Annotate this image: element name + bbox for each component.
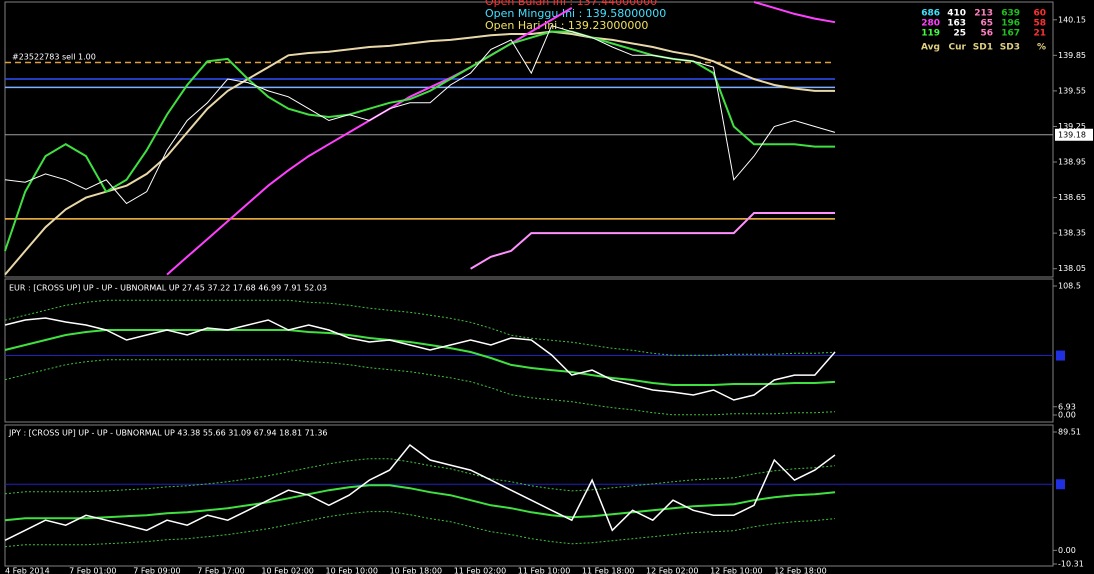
stat-value: 213 <box>974 9 993 19</box>
stat-value: 119 <box>921 29 940 39</box>
series-line <box>470 212 835 270</box>
series-line <box>753 1 836 24</box>
indicator-label: JPY : [CROSS UP] UP - UP - UBNORMAL UP 4… <box>8 429 328 438</box>
y-tick-label: 138.65 <box>1058 193 1086 202</box>
series-line <box>4 458 836 495</box>
y-tick-label: 140.15 <box>1058 15 1086 24</box>
indicator-label: EUR : [CROSS UP] UP - UP - UBNORMAL UP 2… <box>9 284 327 293</box>
current-price-box <box>1055 128 1093 141</box>
y-tick-label: 139.85 <box>1058 51 1086 60</box>
stat-header: Avg <box>921 43 940 53</box>
y-tick-label: 138.35 <box>1058 229 1086 238</box>
stat-value: 167 <box>1001 29 1020 39</box>
price-panel-frame <box>4 1 1054 278</box>
y-tick-label: 0.00 <box>1058 546 1076 555</box>
stat-header: SD1 <box>973 43 993 53</box>
stat-value: 163 <box>947 19 966 29</box>
stat-value: 65 <box>980 19 993 29</box>
series-line <box>4 443 836 541</box>
y-tick-label: 89.51 <box>1058 428 1081 437</box>
stat-value: 196 <box>1001 19 1020 29</box>
y-tick-label: 0.00 <box>1058 411 1076 420</box>
eur-panel-frame <box>4 278 1054 423</box>
series-line <box>4 299 836 356</box>
stat-value: 410 <box>947 9 966 19</box>
series-line <box>4 511 836 548</box>
x-tick-label: 4 Feb 2014 <box>5 567 50 574</box>
stat-header: SD3 <box>1000 43 1020 53</box>
stat-header: % <box>1037 43 1046 53</box>
y-tick-label: 138.95 <box>1058 158 1086 167</box>
stat-header: Cur <box>949 43 967 53</box>
x-tick-label: 12 Feb 10:00 <box>710 567 762 574</box>
series-line <box>4 329 836 386</box>
stat-value: 639 <box>1001 9 1020 19</box>
stat-value: 56 <box>980 29 993 39</box>
series-line <box>4 484 836 522</box>
series-line <box>4 30 835 252</box>
y-tick-label: 6.93 <box>1058 402 1076 411</box>
series-line <box>4 30 835 276</box>
stat-value: 686 <box>921 9 940 19</box>
x-tick-label: 7 Feb 17:00 <box>197 567 244 574</box>
x-tick-label: 11 Feb 18:00 <box>582 567 634 574</box>
y-tick-label: -10.31 <box>1058 560 1084 569</box>
current-price-label: 139.18 <box>1058 130 1086 139</box>
x-tick-label: 7 Feb 01:00 <box>69 567 116 574</box>
stat-value: 21 <box>1033 29 1046 39</box>
x-tick-label: 11 Feb 10:00 <box>518 567 570 574</box>
y-tick-label: 139.25 <box>1058 122 1086 131</box>
open-day: Open Hari Ini : 139.23000000 <box>485 19 648 32</box>
stat-value: 58 <box>1033 19 1046 29</box>
y-tick-label: 138.05 <box>1058 264 1086 273</box>
series-line <box>4 359 836 416</box>
jpy-panel-frame <box>4 424 1054 567</box>
stat-value: 25 <box>953 29 966 39</box>
series-line <box>4 317 836 401</box>
open-week: Open Minggu Ini : 139.58000000 <box>485 7 666 20</box>
y-tick-label: 108.5 <box>1058 282 1081 291</box>
level-marker <box>1056 350 1065 361</box>
x-tick-label: 12 Feb 02:00 <box>646 567 698 574</box>
x-tick-label: 10 Feb 18:00 <box>390 567 442 574</box>
x-tick-label: 12 Feb 18:00 <box>774 567 826 574</box>
x-tick-label: 10 Feb 02:00 <box>261 567 313 574</box>
x-tick-label: 10 Feb 10:00 <box>326 567 378 574</box>
stat-value: 280 <box>921 19 940 29</box>
x-tick-label: 7 Feb 09:00 <box>133 567 180 574</box>
level-marker <box>1056 479 1065 490</box>
y-tick-label: 139.55 <box>1058 86 1086 95</box>
x-tick-label: 11 Feb 02:00 <box>454 567 506 574</box>
stat-value: 60 <box>1033 9 1046 19</box>
open-month: Open Bulan Ini : 137.44000000 <box>485 0 657 8</box>
order-label: #23522783 sell 1.00 <box>12 53 96 62</box>
series-line <box>4 25 836 205</box>
